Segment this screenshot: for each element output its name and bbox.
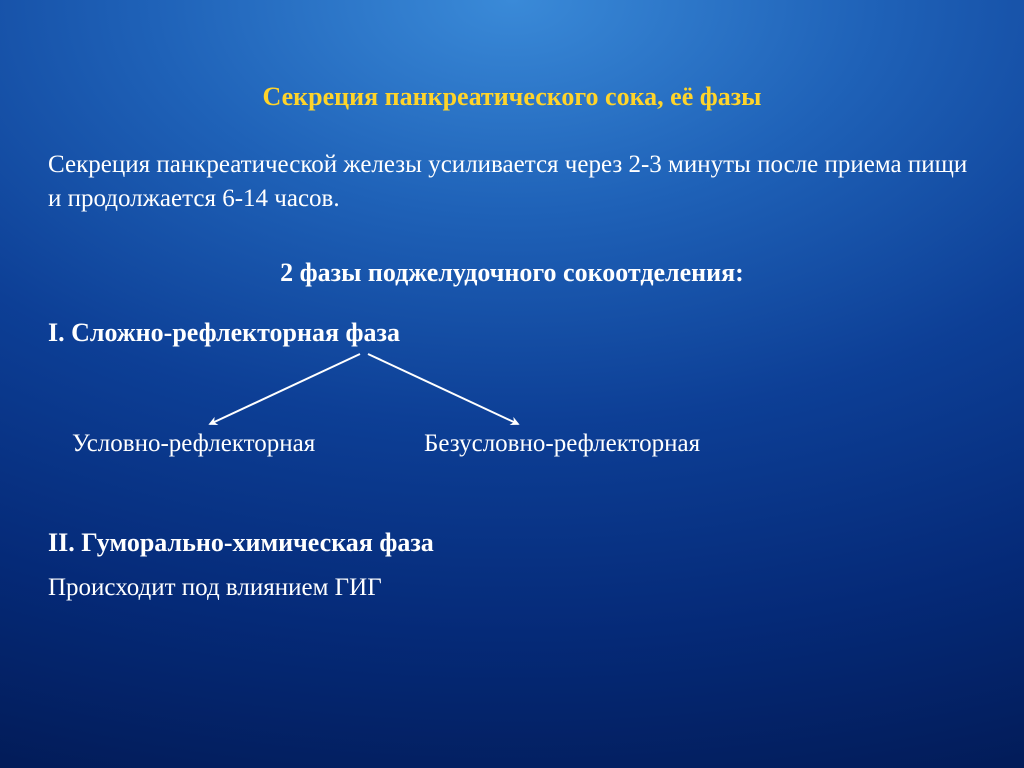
phase2-heading: II. Гуморально-химическая фаза	[48, 528, 434, 558]
slide-title: Секреция панкреатического сока, её фазы	[0, 82, 1024, 112]
branch-arrows	[140, 348, 580, 438]
slide-container: Секреция панкреатического сока, её фазы …	[0, 0, 1024, 768]
branch-right-label: Безусловно-рефлекторная	[424, 430, 700, 458]
branch-left-label: Условно-рефлекторная	[72, 430, 315, 458]
phase1-heading: I. Сложно-рефлекторная фаза	[48, 318, 400, 348]
phase2-description: Происходит под влиянием ГИГ	[48, 574, 382, 602]
subheading: 2 фазы поджелудочного сокоотделения:	[0, 258, 1024, 288]
intro-text: Секреция панкреатической железы усиливае…	[48, 148, 976, 216]
